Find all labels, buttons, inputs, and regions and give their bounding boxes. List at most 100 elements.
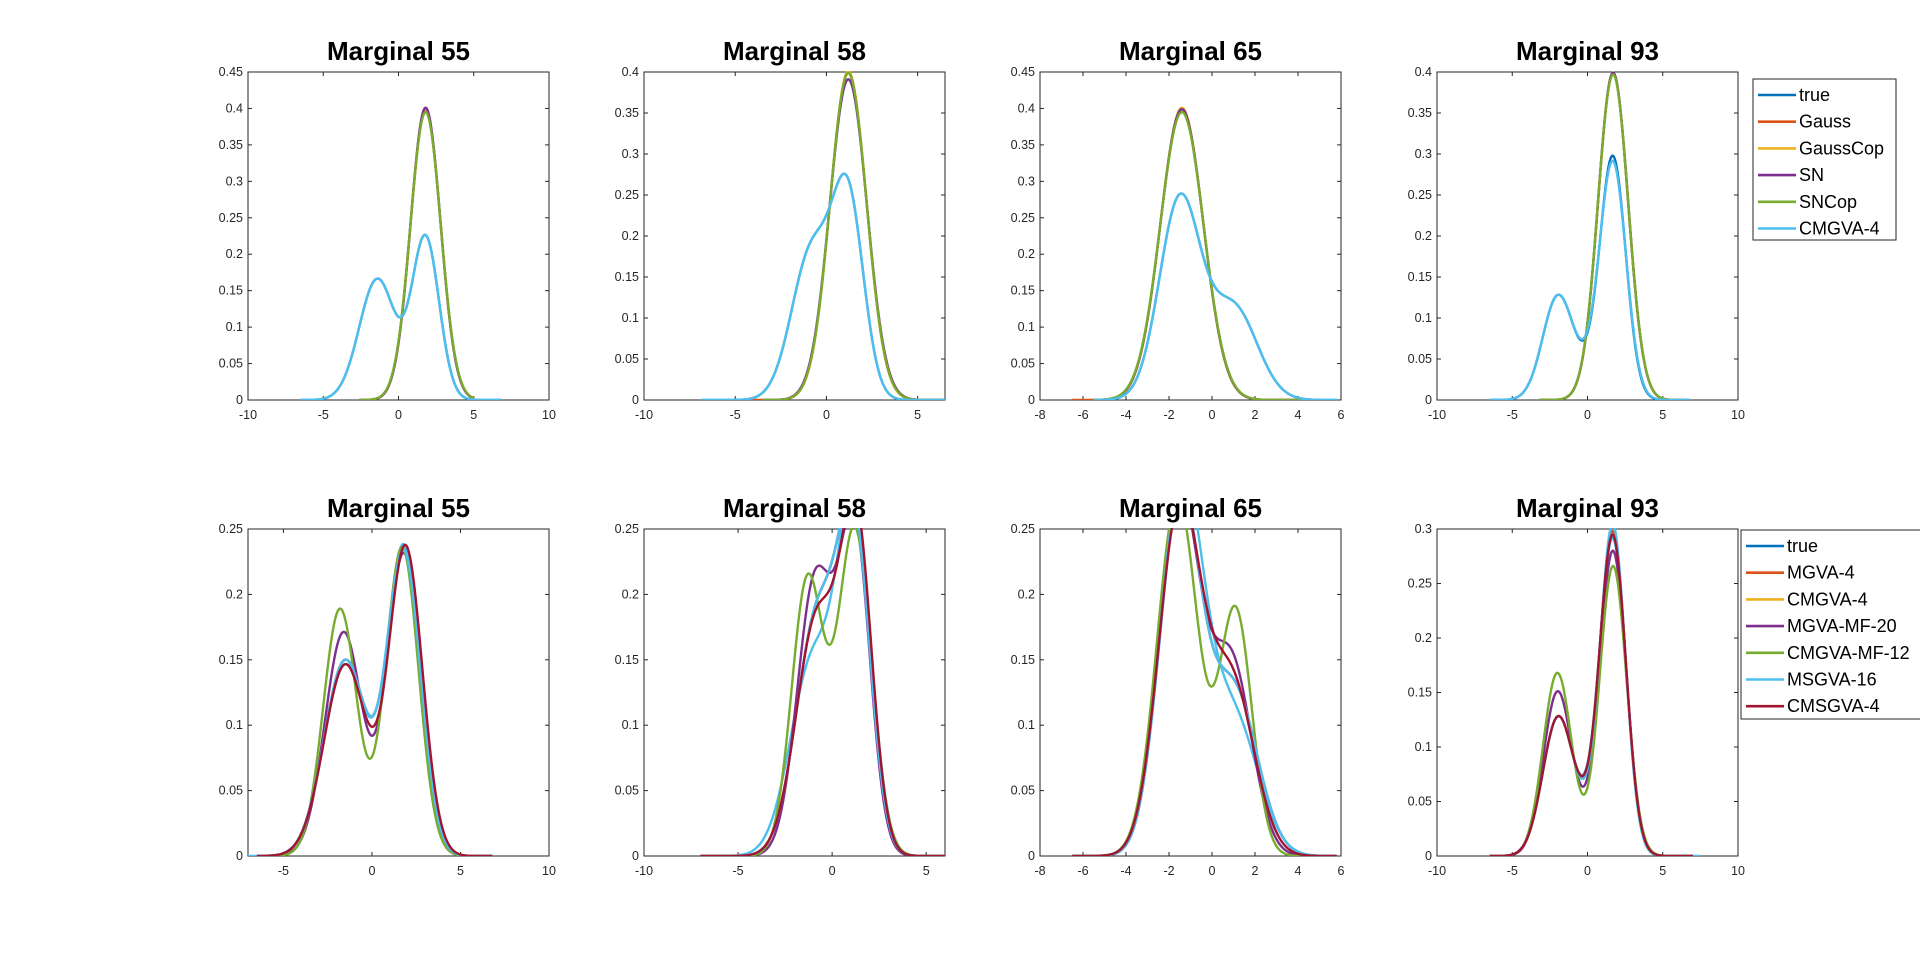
y-tick-label: 0.05 xyxy=(1011,357,1035,371)
x-tick-label: 4 xyxy=(1295,408,1302,422)
x-tick-label: 5 xyxy=(914,408,921,422)
y-tick-label: 0.3 xyxy=(226,174,243,188)
axes-box xyxy=(643,71,946,401)
chart-title: Marginal 55 xyxy=(327,36,470,66)
x-tick-label: 6 xyxy=(1338,864,1345,878)
y-tick-label: 0.25 xyxy=(615,188,639,202)
series-line-cmgva-4 xyxy=(1489,159,1691,400)
subplot-4: Marginal 93 -10 -5 0 5 10 0 0.05 0.1 0.15 0.2 0.25 0… xyxy=(1408,36,1745,422)
y-tick-label: 0.05 xyxy=(219,357,243,371)
x-tick-label: -4 xyxy=(1120,408,1131,422)
y-tick-label: 0.35 xyxy=(615,106,639,120)
x-tick-label: -10 xyxy=(1428,408,1446,422)
legend-label: SNCop xyxy=(1799,192,1857,212)
series-line-cmsgva-4 xyxy=(1489,533,1694,856)
subplot-2: Marginal 58 -10 -5 0 5 0 0.05 0.1 0.15 0.2 0.25 0.3… xyxy=(615,36,946,422)
chart-title: Marginal 55 xyxy=(327,493,470,523)
x-tick-label: 0 xyxy=(1584,864,1591,878)
x-tick-label: 10 xyxy=(542,408,556,422)
x-tick-label: 0 xyxy=(1584,408,1591,422)
x-tick-label: -2 xyxy=(1163,408,1174,422)
subplot-5: Marginal 55 -5 0 5 10 0 0.05 0.1 0.15 0.2 0.25 xyxy=(219,493,556,878)
legend-label: CMGVA-MF-12 xyxy=(1787,643,1910,663)
x-tick-label: -10 xyxy=(1428,864,1446,878)
x-tick-label: -2 xyxy=(1163,864,1174,878)
y-tick-label: 0.05 xyxy=(615,352,639,366)
legend-label: MSGVA-16 xyxy=(1787,670,1877,690)
y-tick-label: 0.15 xyxy=(219,653,243,667)
x-tick-label: 5 xyxy=(1659,864,1666,878)
legend-box xyxy=(1752,78,1897,241)
x-tick-label: -5 xyxy=(1507,408,1518,422)
y-tick-label: 0 xyxy=(1028,849,1035,863)
axes-box xyxy=(1039,71,1342,401)
y-tick-label: 0.15 xyxy=(1011,284,1035,298)
legend-label: GaussCop xyxy=(1799,138,1884,158)
legend-label: MGVA-4 xyxy=(1787,563,1855,583)
x-tick-label: 5 xyxy=(457,864,464,878)
x-tick-label: 0 xyxy=(829,864,836,878)
y-tick-label: 0.1 xyxy=(1018,718,1035,732)
y-tick-label: 0.4 xyxy=(622,65,639,79)
subplot-6: Marginal 58 -10 -5 0 5 0 0.05 0.1 0.15 0.2 0.25 xyxy=(615,493,946,878)
y-tick-label: 0.35 xyxy=(219,138,243,152)
y-tick-label: 0.2 xyxy=(226,247,243,261)
legend-label: MGVA-MF-20 xyxy=(1787,616,1897,636)
x-tick-label: 5 xyxy=(1659,408,1666,422)
axes-box xyxy=(1039,528,1342,857)
x-tick-label: 2 xyxy=(1252,864,1259,878)
legend-label: Gauss xyxy=(1799,112,1851,132)
y-tick-label: 0.1 xyxy=(226,718,243,732)
legend-box xyxy=(1740,529,1920,720)
chart-title: Marginal 58 xyxy=(723,36,866,66)
y-tick-label: 0.3 xyxy=(1415,147,1432,161)
y-tick-label: 0.3 xyxy=(1415,522,1432,536)
x-tick-label: -6 xyxy=(1077,864,1088,878)
y-tick-label: 0 xyxy=(632,849,639,863)
y-tick-label: 0.05 xyxy=(219,784,243,798)
y-tick-label: 0.35 xyxy=(1408,106,1432,120)
x-tick-label: -5 xyxy=(733,864,744,878)
y-tick-label: 0.25 xyxy=(615,522,639,536)
x-tick-label: 10 xyxy=(1731,408,1745,422)
x-tick-label: -5 xyxy=(1507,864,1518,878)
y-tick-label: 0.15 xyxy=(219,284,243,298)
axes-box xyxy=(643,528,946,857)
legend-label: CMGVA-4 xyxy=(1799,219,1880,239)
y-tick-label: 0 xyxy=(1425,393,1432,407)
y-tick-label: 0.15 xyxy=(1408,270,1432,284)
y-tick-label: 0.1 xyxy=(226,320,243,334)
x-tick-label: 5 xyxy=(470,408,477,422)
subplot-1: Marginal 55 -10 -5 0 5 10 0 0.05 0.1 0.15 0.2 0.25 0… xyxy=(219,36,556,422)
x-tick-label: 0 xyxy=(1209,864,1216,878)
x-tick-label: 0 xyxy=(823,408,830,422)
y-tick-label: 0.35 xyxy=(1011,138,1035,152)
chart-title: Marginal 93 xyxy=(1516,493,1659,523)
x-tick-label: -5 xyxy=(730,408,741,422)
y-tick-label: 0 xyxy=(1028,393,1035,407)
y-tick-label: 0.4 xyxy=(1415,65,1432,79)
y-tick-label: 0.4 xyxy=(1018,101,1035,115)
series-line-cmgva-4 xyxy=(300,233,502,400)
y-tick-label: 0.15 xyxy=(615,270,639,284)
subplot-7: Marginal 65 -8 -6 -4 -2 0 2 4 6 0 0.05 0.1 0.15 0.2 0.… xyxy=(1011,493,1345,878)
x-tick-label: -6 xyxy=(1077,408,1088,422)
y-tick-label: 0.1 xyxy=(1415,311,1432,325)
chart-title: Marginal 58 xyxy=(723,493,866,523)
x-tick-label: 4 xyxy=(1295,864,1302,878)
subplot-8: Marginal 93 -10 -5 0 5 10 0 0.05 0.1 0.15 0.2 0.25 0… xyxy=(1408,493,1745,878)
series-line-cmsgva-4 xyxy=(700,528,945,856)
chart-title: Marginal 65 xyxy=(1119,36,1262,66)
x-tick-label: -8 xyxy=(1034,408,1045,422)
x-tick-label: 0 xyxy=(1209,408,1216,422)
y-tick-label: 0 xyxy=(1425,849,1432,863)
y-tick-label: 0.2 xyxy=(1415,631,1432,645)
y-tick-label: 0.3 xyxy=(622,147,639,161)
y-tick-label: 0.2 xyxy=(1018,247,1035,261)
x-tick-label: -8 xyxy=(1034,864,1045,878)
legend-label: CMSGVA-4 xyxy=(1787,696,1880,716)
y-tick-label: 0.15 xyxy=(1408,686,1432,700)
y-tick-label: 0.05 xyxy=(1408,795,1432,809)
legend-2: true MGVA-4 CMGVA-4 MGVA-MF-20 CMGVA-MF-12 MS… xyxy=(1740,529,1920,720)
